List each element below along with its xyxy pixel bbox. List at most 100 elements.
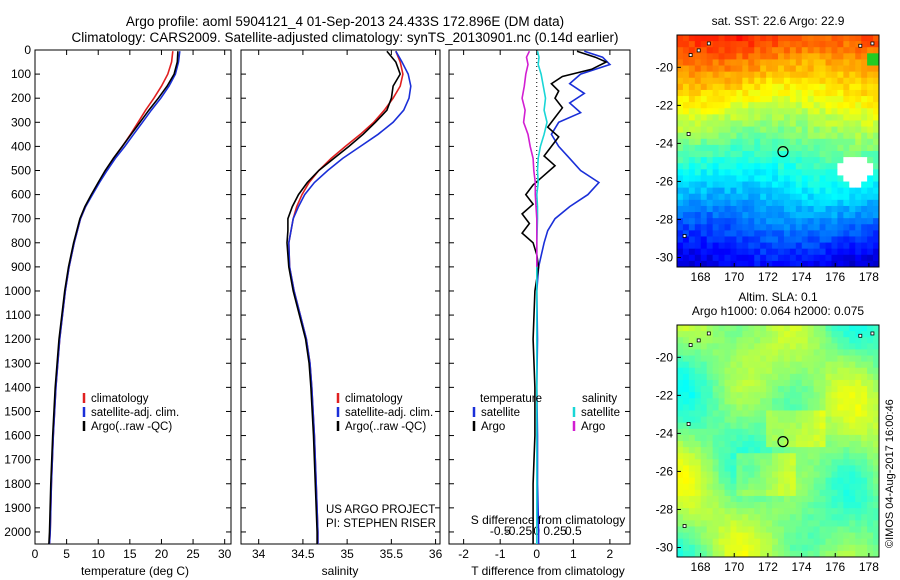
map-cell bbox=[807, 471, 815, 479]
map-cell bbox=[825, 453, 832, 460]
map-cell bbox=[718, 120, 725, 127]
map-cell bbox=[730, 361, 737, 369]
map-cell bbox=[861, 126, 868, 134]
map-cell bbox=[825, 325, 832, 332]
legend-label: climatology bbox=[345, 393, 403, 405]
map-cell bbox=[760, 337, 767, 344]
map-cell bbox=[861, 77, 868, 85]
map-cell bbox=[742, 343, 749, 350]
map-cell bbox=[825, 175, 832, 182]
map-cell bbox=[688, 428, 696, 436]
map-cell bbox=[778, 532, 785, 540]
map-cell bbox=[867, 471, 874, 479]
map-cell bbox=[807, 59, 815, 66]
map-cell bbox=[706, 77, 714, 85]
map-cell bbox=[873, 144, 880, 152]
map-cell bbox=[694, 398, 702, 405]
map-cell bbox=[706, 144, 714, 152]
map-cell bbox=[718, 550, 725, 558]
map-cell bbox=[748, 187, 755, 195]
map-cell bbox=[849, 248, 856, 256]
map-cell bbox=[813, 144, 820, 152]
map-cell bbox=[819, 248, 826, 256]
map-cell bbox=[825, 465, 832, 472]
map-cell bbox=[718, 343, 725, 350]
map-cell bbox=[861, 447, 868, 454]
map-cell bbox=[706, 538, 714, 546]
map-cell bbox=[760, 205, 767, 213]
map-cell bbox=[843, 163, 850, 170]
map-cell bbox=[712, 138, 719, 146]
map-cell bbox=[742, 205, 749, 213]
map-cell bbox=[718, 355, 725, 363]
map-cell bbox=[754, 434, 761, 442]
map-cell bbox=[742, 550, 749, 558]
map-cell bbox=[748, 520, 755, 527]
map-cell bbox=[712, 349, 719, 356]
map-cell bbox=[813, 96, 820, 103]
map-cell bbox=[754, 108, 761, 115]
map-cell bbox=[789, 157, 797, 164]
map-cell bbox=[682, 126, 690, 134]
map-cell bbox=[837, 447, 844, 454]
map-cell bbox=[724, 471, 731, 479]
map-cell bbox=[837, 254, 844, 262]
map-cell bbox=[819, 520, 826, 527]
map-cell bbox=[766, 114, 773, 121]
map-cell bbox=[801, 71, 809, 79]
map-cell bbox=[677, 379, 684, 387]
map-cell bbox=[682, 550, 690, 558]
map-cell bbox=[754, 205, 761, 213]
map-cell bbox=[778, 181, 785, 189]
map-cell bbox=[712, 108, 719, 115]
map-cell bbox=[843, 349, 850, 356]
map-cell bbox=[712, 224, 719, 231]
map-cell bbox=[742, 35, 749, 42]
map-cell bbox=[724, 514, 731, 521]
map-cell bbox=[772, 248, 779, 256]
map-cell bbox=[724, 502, 731, 509]
map-cell bbox=[754, 169, 761, 176]
map-cell bbox=[742, 181, 749, 189]
map-cell bbox=[742, 373, 749, 381]
map-cell bbox=[843, 337, 850, 344]
map-cell bbox=[789, 392, 797, 399]
map-cell bbox=[855, 471, 862, 479]
map-cell bbox=[736, 47, 743, 54]
map-cell bbox=[700, 392, 708, 399]
map-cell bbox=[778, 331, 785, 338]
map-cell bbox=[843, 47, 850, 54]
map-cell bbox=[861, 132, 868, 140]
map-cell bbox=[783, 199, 791, 207]
map-cell bbox=[677, 495, 684, 503]
map-cell bbox=[801, 416, 809, 424]
map-cell bbox=[772, 532, 779, 540]
map-cell bbox=[700, 77, 708, 85]
y-tick-label: 800 bbox=[11, 236, 31, 250]
map-cell bbox=[700, 502, 708, 509]
legend-title-salinity: salinity bbox=[582, 393, 617, 405]
map-cell bbox=[766, 102, 773, 109]
map-frame bbox=[676, 324, 880, 558]
legend-label: Argo bbox=[481, 421, 505, 433]
map-cell bbox=[724, 181, 731, 189]
map-cell bbox=[813, 489, 820, 497]
map-cell bbox=[849, 205, 856, 213]
map-cell bbox=[712, 126, 719, 134]
map-cell bbox=[778, 428, 785, 436]
map-cell bbox=[861, 248, 868, 256]
map-cell bbox=[849, 550, 856, 558]
map-cell bbox=[748, 386, 755, 393]
map-cell bbox=[742, 404, 749, 411]
map-cell bbox=[825, 343, 832, 350]
map-cell bbox=[766, 163, 773, 170]
map-cell bbox=[855, 495, 862, 503]
map-cell bbox=[736, 187, 743, 195]
map-cell bbox=[825, 47, 832, 54]
map-cell bbox=[807, 144, 815, 152]
map-cell bbox=[694, 53, 702, 60]
map-cell bbox=[837, 349, 844, 356]
map-cell bbox=[783, 398, 791, 405]
map-cell bbox=[801, 187, 809, 195]
map-cell bbox=[730, 77, 737, 85]
